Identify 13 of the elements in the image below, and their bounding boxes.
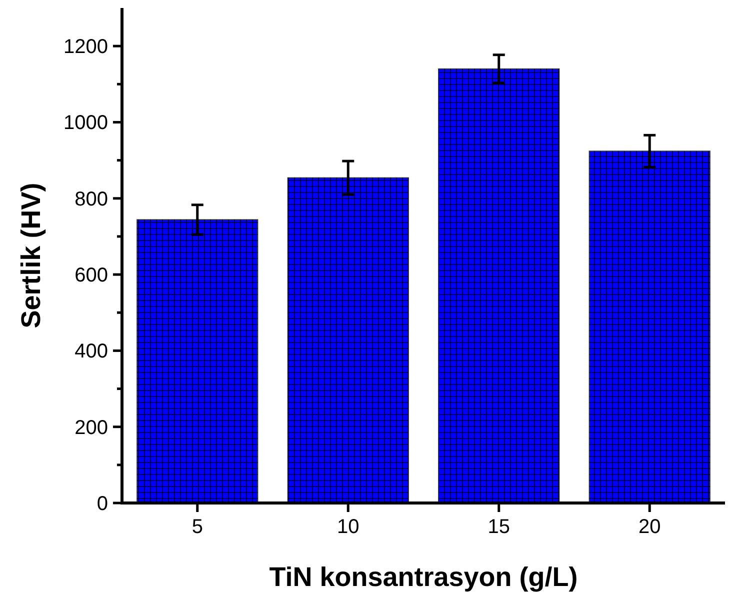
y-tick-label: 0	[96, 493, 108, 515]
x-tick-label: 10	[337, 516, 360, 538]
y-tick-label: 600	[74, 264, 108, 287]
x-tick-label: 15	[488, 516, 510, 538]
y-tick-label: 800	[74, 188, 108, 210]
y-tick-label: 1200	[64, 36, 108, 58]
x-tick-label: 20	[638, 516, 661, 538]
x-axis-title: TiN konsantrasyon (g/L)	[269, 562, 578, 592]
x-tick-label: 5	[192, 516, 203, 538]
y-axis-title: Sertlik (HV)	[16, 182, 46, 328]
y-tick-label: 1000	[64, 112, 108, 134]
y-tick-label: 200	[74, 416, 108, 439]
y-tick-label: 400	[74, 340, 108, 363]
